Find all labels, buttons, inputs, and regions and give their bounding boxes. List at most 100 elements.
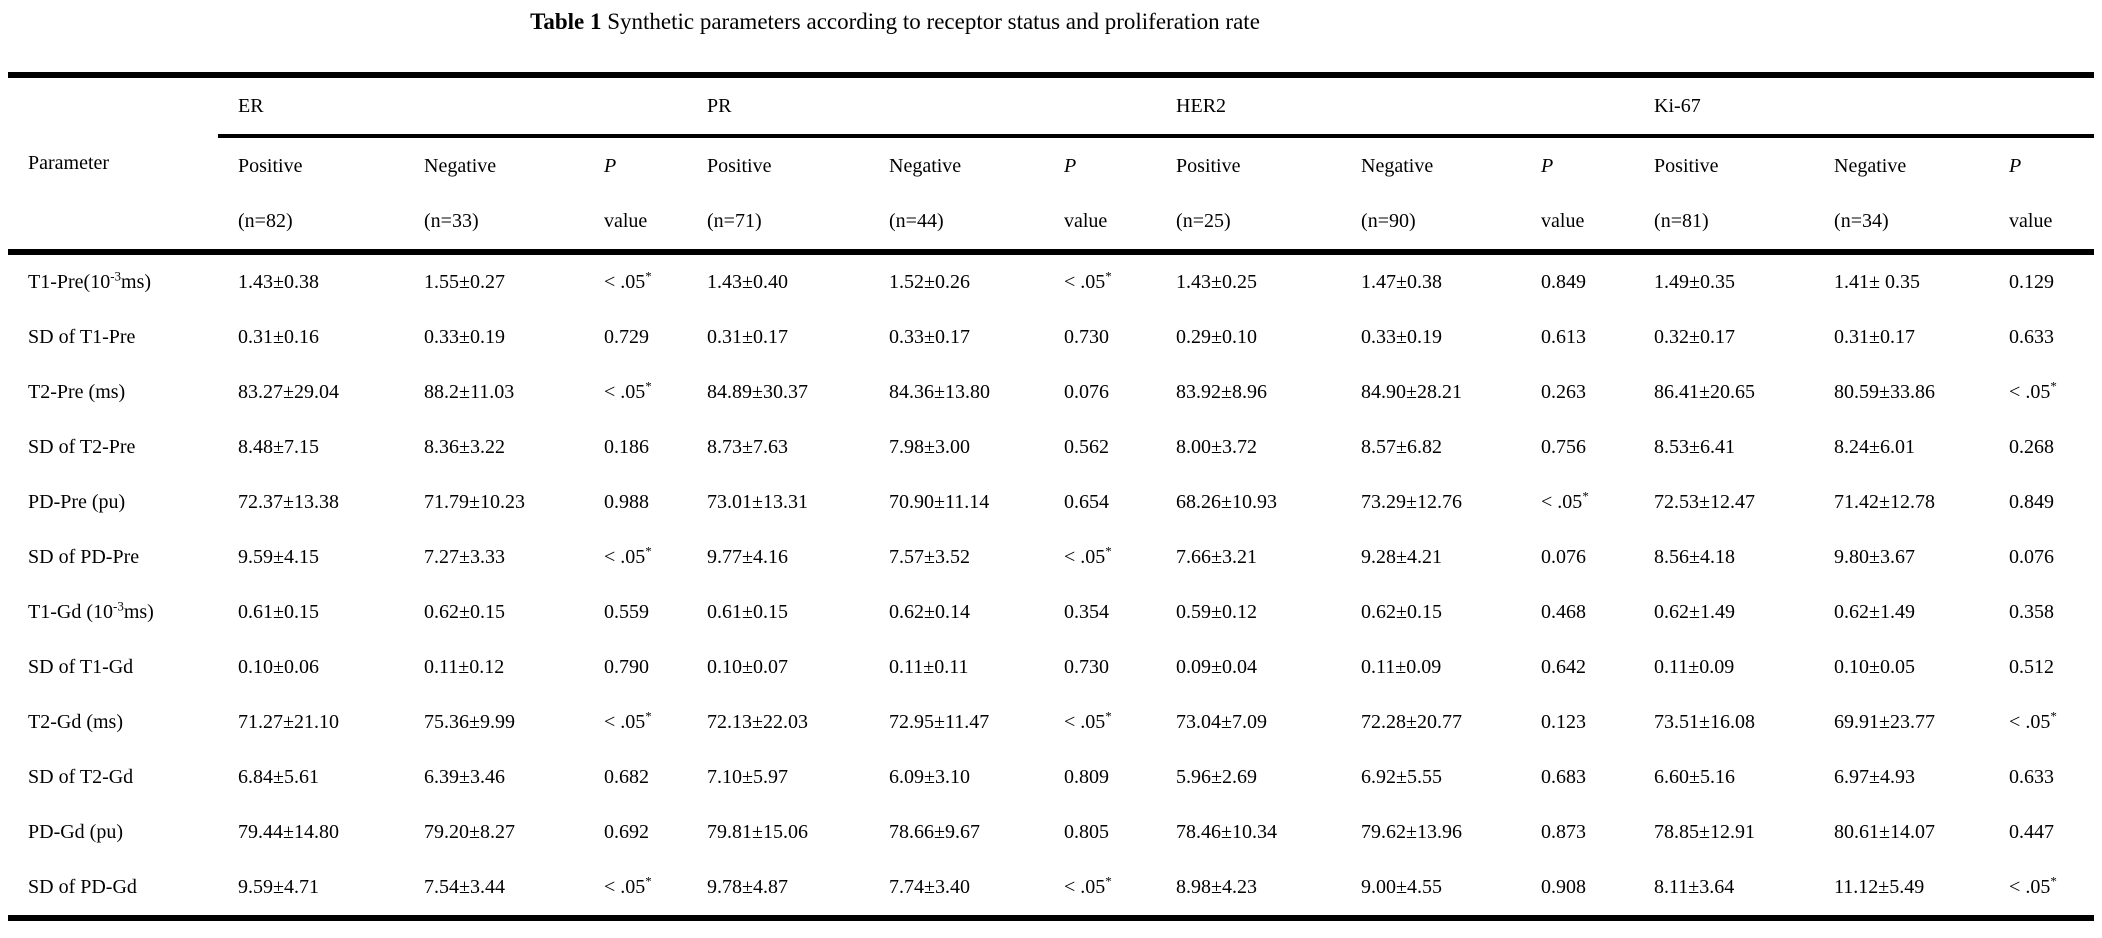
- superscript: *: [1105, 268, 1112, 284]
- table-row: SD of T1-Pre 0.31±0.16 0.33±0.19 0.729 0.31±…: [8, 310, 2094, 365]
- column-header--n-71-: (n=71): [687, 194, 869, 255]
- value-cell: 6.09±3.10: [889, 766, 970, 788]
- table-title-text: Synthetic parameters according to recept…: [601, 9, 1260, 34]
- group-header-her2: HER2: [1156, 72, 1635, 138]
- value-cell: 6.92±5.55: [1361, 766, 1443, 788]
- value-cell: 0.31±0.17: [1834, 326, 1916, 348]
- value-cell: 7.54±3.44: [404, 860, 584, 921]
- superscript: *: [1105, 543, 1112, 559]
- value-cell: 70.90±11.14: [889, 491, 990, 513]
- p-value-cell: < .05*: [1989, 860, 2095, 921]
- value-cell: 8.56±4.18: [1654, 546, 1736, 568]
- value-cell: 9.00±4.55: [1341, 860, 1522, 921]
- p-value-cell: 0.790: [604, 656, 649, 678]
- row-label: T2-Gd (ms): [28, 711, 123, 733]
- table-row: T1-Gd (10-3ms) 0.61±0.15 0.62±0.15 0.559 0.6…: [8, 585, 2094, 640]
- parameters-table: Parameter ER PR HER2 Ki-67 Positive Negative P P…: [8, 72, 2095, 921]
- value-cell: 73.29±12.76: [1361, 491, 1463, 513]
- value-cell: 0.10±0.06: [238, 656, 319, 678]
- superscript: *: [645, 708, 652, 724]
- column-header--n-90-: (n=90): [1341, 194, 1522, 255]
- p-value-cell: 0.447: [2009, 821, 2055, 843]
- p-value-cell: 0.654: [1064, 491, 1109, 513]
- table-row: T2-Gd (ms) 71.27±21.10 75.36±9.99 < .05* 72.…: [8, 695, 2094, 750]
- group-header-er: ER: [218, 72, 687, 138]
- value-cell: 0.11±0.12: [424, 656, 505, 678]
- value-cell: 79.62±13.96: [1361, 821, 1463, 843]
- column-header-p: P: [2009, 154, 2022, 177]
- table-row: PD-Gd (pu) 79.44±14.80 79.20±8.27 0.692 79.8…: [8, 805, 2094, 860]
- p-value-cell: 0.076: [2009, 546, 2055, 568]
- group-header-row: Parameter ER PR HER2 Ki-67: [8, 72, 2095, 255]
- p-value-cell: 0.076: [1541, 546, 1587, 568]
- p-value-cell: 0.186: [604, 436, 649, 458]
- value-cell: 0.62±0.15: [1361, 601, 1443, 623]
- value-cell: 8.48±7.15: [238, 436, 319, 458]
- p-value-cell: 0.633: [2009, 766, 2055, 788]
- row-label: SD of PD-Gd: [8, 860, 218, 921]
- column-header--n-82-: (n=82): [218, 194, 404, 255]
- value-cell: 8.57±6.82: [1361, 436, 1443, 458]
- value-cell: 8.98±4.23: [1156, 860, 1342, 921]
- superscript: *: [2050, 708, 2057, 724]
- value-cell: 0.11±0.09: [1361, 656, 1442, 678]
- p-value-cell: 0.849: [2009, 491, 2055, 513]
- value-cell: 83.92±8.96: [1176, 381, 1268, 403]
- value-cell: 6.39±3.46: [424, 766, 505, 788]
- value-cell: 9.77±4.16: [707, 546, 788, 568]
- column-header-negative: Negative: [1834, 154, 1907, 177]
- value-cell: 9.78±4.87: [687, 860, 869, 921]
- p-value-cell: 0.559: [604, 601, 649, 623]
- row-label: SD of T1-Gd: [28, 656, 134, 678]
- value-cell: 7.57±3.52: [889, 546, 970, 568]
- sub-header-row: (n=82) (n=33) value (n=71) (n=44) value (n=25)…: [8, 194, 2095, 255]
- table-row: T2-Pre (ms) 83.27±29.04 88.2±11.03 < .05* 84…: [8, 365, 2094, 420]
- row-label: T1-Pre(10-3ms): [28, 268, 152, 293]
- p-value-cell: 0.633: [2009, 326, 2055, 348]
- value-cell: 8.00±3.72: [1176, 436, 1258, 458]
- p-value-cell: 0.562: [1064, 436, 1109, 458]
- column-header-p: P: [604, 154, 617, 177]
- p-value-cell: 0.613: [1541, 326, 1587, 348]
- value-cell: 0.09±0.04: [1176, 656, 1258, 678]
- column-header-positive: Positive: [1176, 154, 1241, 177]
- value-cell: 0.61±0.15: [238, 601, 319, 623]
- value-cell: 0.11±0.11: [889, 656, 969, 678]
- value-cell: 7.98±3.00: [889, 436, 970, 458]
- column-header-value: value: [1044, 194, 1157, 255]
- superscript: *: [1105, 708, 1112, 724]
- column-header-positive: Positive: [707, 154, 772, 177]
- p-value-cell: < .05*: [604, 378, 652, 403]
- p-value-cell: 0.354: [1064, 601, 1109, 623]
- superscript: -3: [112, 598, 124, 614]
- row-label: SD of PD-Pre: [28, 546, 140, 568]
- value-cell: 73.01±13.31: [707, 491, 808, 513]
- p-value-cell: 0.358: [2009, 601, 2055, 623]
- p-value-cell: 0.263: [1541, 381, 1587, 403]
- p-value-cell: 0.683: [1541, 766, 1587, 788]
- p-value-cell: < .05*: [604, 708, 652, 733]
- value-cell: 72.95±11.47: [889, 711, 990, 733]
- value-cell: 84.36±13.80: [889, 381, 990, 403]
- value-cell: 84.90±28.21: [1361, 381, 1463, 403]
- p-value-cell: < .05*: [1064, 543, 1112, 568]
- value-cell: 71.42±12.78: [1834, 491, 1936, 513]
- value-cell: 0.29±0.10: [1176, 326, 1258, 348]
- p-value-cell: 0.129: [2009, 271, 2055, 293]
- column-header-value: value: [1521, 194, 1635, 255]
- value-cell: 83.27±29.04: [238, 381, 339, 403]
- value-cell: 80.59±33.86: [1834, 381, 1936, 403]
- value-cell: 79.20±8.27: [424, 821, 515, 843]
- p-value-cell: 0.756: [1541, 436, 1587, 458]
- value-cell: 7.74±3.40: [869, 860, 1044, 921]
- value-cell: 78.66±9.67: [889, 821, 980, 843]
- table-title: Table 1 Synthetic parameters according t…: [0, 4, 1790, 40]
- value-cell: 0.62±1.49: [1654, 601, 1736, 623]
- value-cell: 0.11±0.09: [1654, 656, 1735, 678]
- value-cell: 72.53±12.47: [1654, 491, 1756, 513]
- value-cell: 1.43±0.25: [1176, 271, 1258, 293]
- column-header-negative: Negative: [889, 154, 962, 177]
- value-cell: 88.2±11.03: [424, 381, 515, 403]
- table-header: Parameter ER PR HER2 Ki-67 Positive Negative P P…: [8, 72, 2095, 255]
- superscript: *: [1105, 873, 1112, 889]
